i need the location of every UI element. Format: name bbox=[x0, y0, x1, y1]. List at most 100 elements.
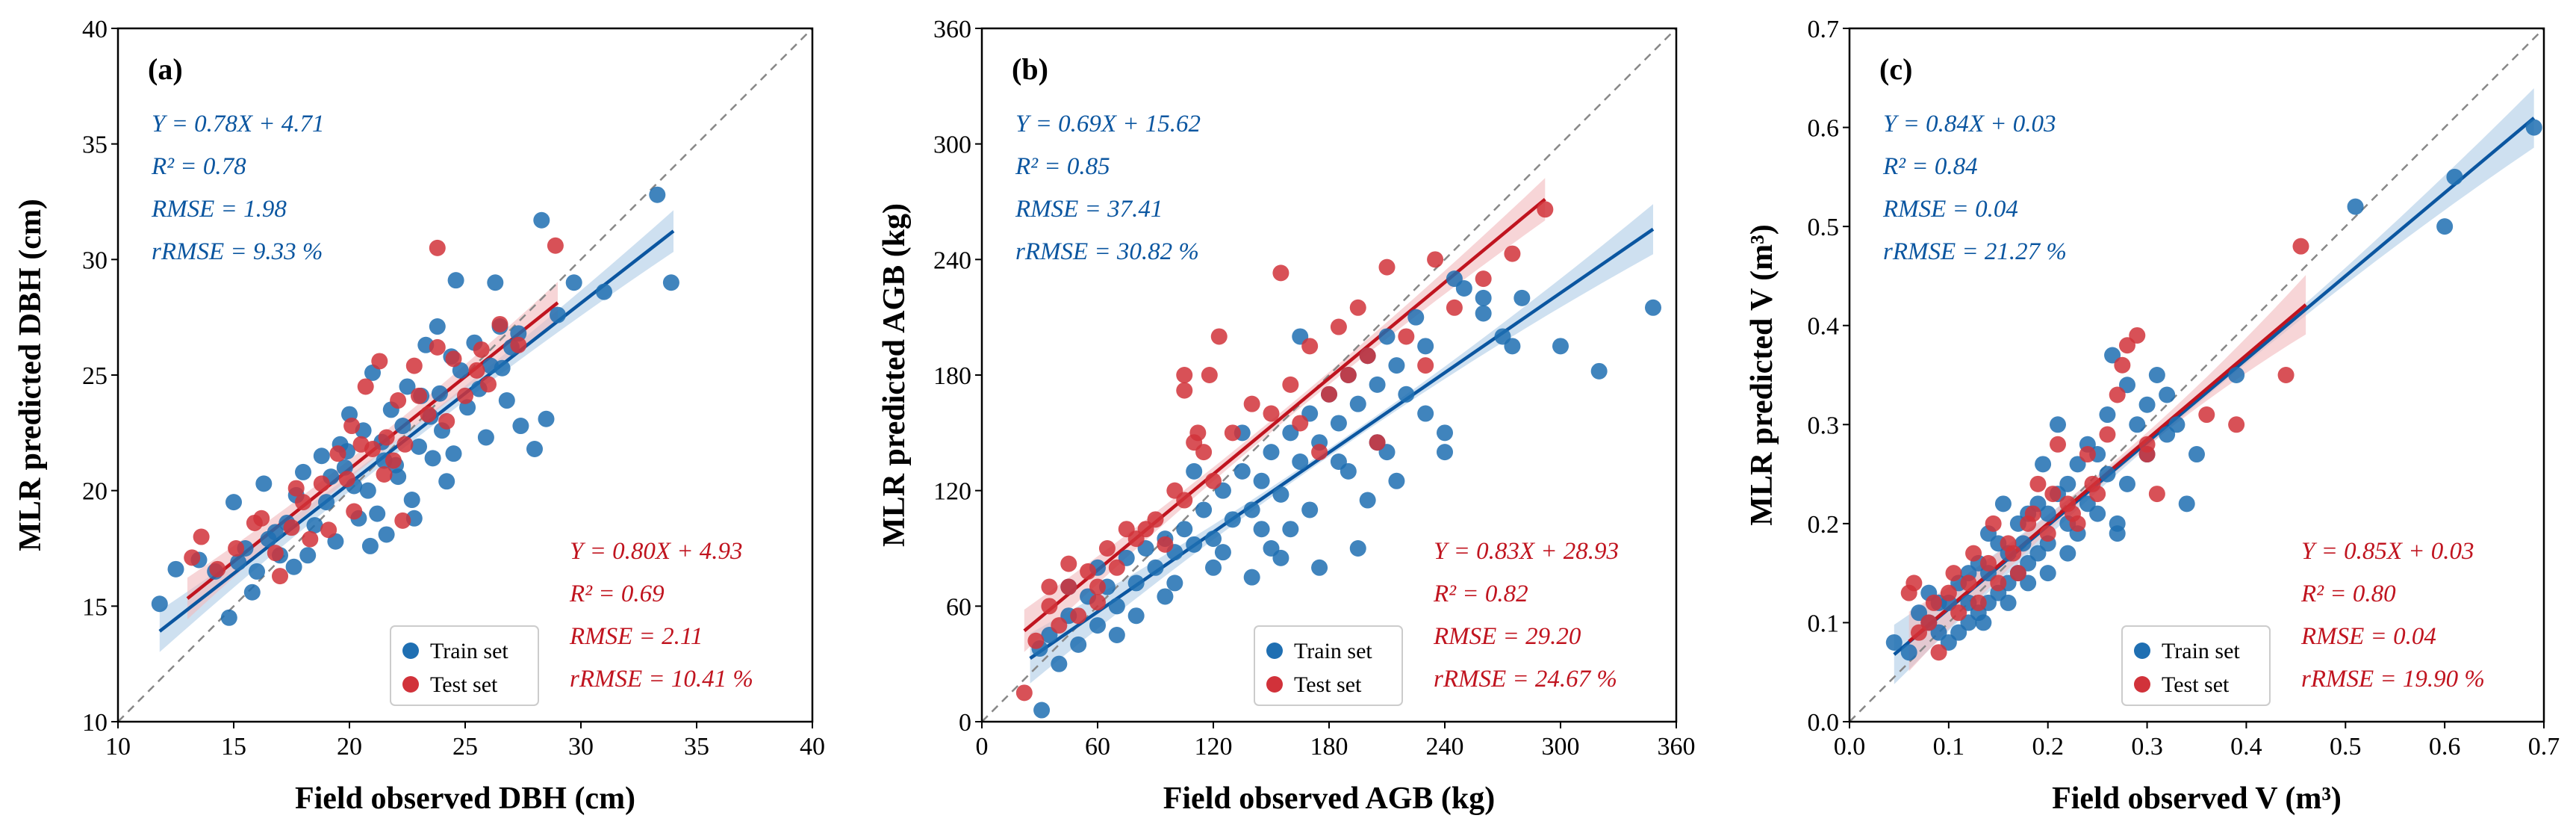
test-point bbox=[2148, 486, 2165, 503]
test-point bbox=[1027, 632, 1045, 649]
train-rrmse: rRMSE = 21.27 % bbox=[1883, 238, 2067, 265]
train-point bbox=[1253, 472, 1270, 489]
train-point bbox=[2039, 505, 2056, 522]
test-point bbox=[429, 338, 446, 356]
test-point bbox=[1108, 559, 1125, 576]
train-point bbox=[2059, 545, 2076, 562]
legend-train-marker bbox=[1266, 643, 1283, 659]
test-point bbox=[338, 471, 355, 488]
train-point bbox=[533, 211, 550, 229]
x-tick-label: 35 bbox=[684, 733, 709, 761]
x-tick-label: 25 bbox=[452, 733, 478, 761]
test-point bbox=[1321, 386, 1337, 403]
train-point bbox=[1263, 444, 1280, 461]
legend: Train set Test set bbox=[390, 625, 539, 706]
axis-ticks: 0 60 120 180 240 300 360 0 60 120 180 240 300 360 bbox=[933, 16, 1696, 761]
train-point bbox=[2138, 396, 2156, 413]
x-tick-label: 0.7 bbox=[2528, 733, 2560, 761]
test-point bbox=[1089, 594, 1106, 611]
train-point bbox=[359, 482, 376, 499]
test-point bbox=[1201, 367, 1218, 383]
test-point bbox=[2029, 475, 2047, 492]
train-rmse: RMSE = 37.41 bbox=[1015, 196, 1163, 223]
y-tick-label: 0.5 bbox=[1808, 214, 1840, 241]
y-tick-label: 360 bbox=[933, 16, 971, 43]
train-point bbox=[2050, 416, 2066, 433]
test-point bbox=[1224, 424, 1241, 442]
test-point bbox=[1378, 258, 1396, 276]
train-point bbox=[1108, 627, 1125, 643]
test-point bbox=[510, 336, 527, 353]
test-point bbox=[357, 378, 374, 395]
train-point bbox=[378, 526, 395, 543]
test-point bbox=[457, 387, 473, 404]
train-point bbox=[1205, 530, 1222, 548]
x-tick-label: 300 bbox=[1542, 733, 1580, 761]
train-point bbox=[1272, 486, 1289, 503]
train-point bbox=[1975, 614, 1992, 631]
test-point bbox=[1985, 515, 2002, 532]
scatter-points bbox=[1885, 119, 2542, 661]
test-point bbox=[405, 357, 423, 374]
train-point bbox=[498, 392, 515, 409]
train-point bbox=[1378, 328, 1396, 345]
test-point bbox=[1945, 565, 1962, 582]
test-rrmse: rRMSE = 24.67 % bbox=[1434, 666, 1617, 693]
legend-train-label: Train set bbox=[1294, 639, 1372, 663]
train-point bbox=[565, 274, 582, 291]
test-rmse: RMSE = 29.20 bbox=[1433, 623, 1581, 650]
train-r2: R² = 0.84 bbox=[1882, 153, 1978, 180]
test-point bbox=[253, 510, 270, 527]
train-point bbox=[1349, 395, 1366, 412]
train-point bbox=[1900, 644, 1917, 661]
train-point bbox=[1359, 492, 1376, 509]
train-point bbox=[1437, 424, 1453, 442]
y-axis-title: MLR predicted V (m³) bbox=[1745, 224, 1779, 525]
train-point bbox=[285, 558, 302, 575]
train-point bbox=[1417, 338, 1434, 355]
train-point bbox=[2525, 119, 2542, 136]
test-point bbox=[2005, 545, 2022, 562]
train-stats: Y = 0.84X + 0.03 R² = 0.84 RMSE = 0.04 r… bbox=[1882, 111, 2067, 265]
panel-label: (c) bbox=[1879, 52, 1912, 86]
test-point bbox=[547, 237, 564, 254]
train-equation: Y = 0.69X + 15.62 bbox=[1015, 111, 1201, 137]
train-point bbox=[1089, 617, 1106, 634]
train-point bbox=[361, 537, 379, 554]
train-point bbox=[2039, 565, 2056, 582]
legend-test-marker bbox=[2134, 676, 2150, 693]
legend-test-label: Test set bbox=[2162, 672, 2230, 697]
y-tick-label: 10 bbox=[82, 709, 108, 737]
train-point bbox=[1243, 569, 1260, 586]
train-point bbox=[526, 440, 543, 457]
test-point bbox=[2109, 386, 2126, 403]
train-point bbox=[1301, 501, 1319, 518]
test-point bbox=[320, 521, 337, 539]
x-tick-label: 180 bbox=[1310, 733, 1348, 761]
x-tick-label: 0.5 bbox=[2330, 733, 2362, 761]
train-point bbox=[2159, 426, 2176, 443]
legend: Train set Test set bbox=[2121, 625, 2271, 706]
test-point bbox=[385, 452, 402, 469]
train-point bbox=[1272, 549, 1289, 566]
train-point bbox=[1033, 702, 1051, 719]
test-rmse: RMSE = 2.11 bbox=[569, 623, 703, 650]
train-point bbox=[649, 186, 666, 203]
train-stats: Y = 0.69X + 15.62 R² = 0.85 RMSE = 37.41… bbox=[1015, 111, 1201, 265]
train-point bbox=[2099, 465, 2116, 483]
train-point bbox=[394, 418, 411, 435]
x-tick-label: 10 bbox=[105, 733, 131, 761]
axis-ticks: 0.0 0.1 0.2 0.3 0.4 0.5 0.6 0.7 0.0 0.1 0.2 0.3 0.4 0… bbox=[1808, 16, 2560, 761]
test-point bbox=[1950, 604, 1967, 622]
x-tick-label: 30 bbox=[568, 733, 594, 761]
train-point bbox=[1292, 453, 1309, 470]
test-point bbox=[2039, 525, 2056, 542]
legend-train-label: Train set bbox=[2162, 639, 2240, 663]
legend-test-label: Test set bbox=[430, 672, 498, 697]
train-point bbox=[1195, 501, 1213, 518]
test-point bbox=[429, 239, 446, 256]
test-point bbox=[267, 545, 284, 562]
x-tick-label: 0.6 bbox=[2429, 733, 2461, 761]
test-point bbox=[1349, 299, 1366, 316]
